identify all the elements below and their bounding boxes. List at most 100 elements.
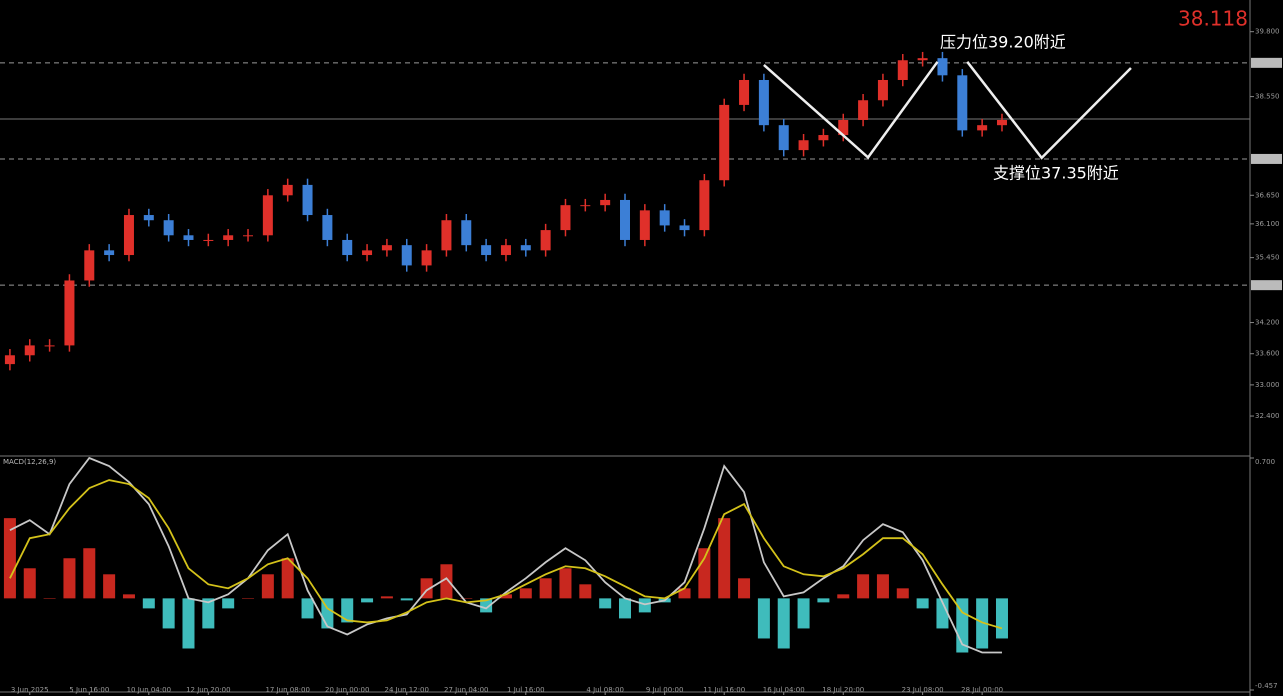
candle-body [500, 245, 511, 256]
macd-bar [876, 574, 889, 599]
candle-body [679, 225, 690, 231]
x-tick-label: 10 Jun 04:00 [127, 686, 171, 694]
macd-bar [539, 578, 552, 599]
level-annotation: 压力位39.20附近 [940, 32, 1066, 51]
macd-bar [995, 598, 1008, 639]
macd-bar [896, 588, 909, 599]
candle-body [639, 210, 650, 240]
x-tick-label: 24 Jun 12:00 [385, 686, 429, 694]
y-tick-label: -0.457 [1255, 682, 1278, 690]
y-tick-label: 33.600 [1255, 350, 1280, 358]
macd-bar [519, 588, 532, 599]
candle-body [977, 125, 988, 131]
macd-bar [757, 598, 770, 639]
macd-bar [817, 598, 830, 603]
candle-body [838, 119, 849, 136]
level-tag [1251, 153, 1282, 164]
x-tick-label: 11 Jul 16:00 [703, 686, 745, 694]
macd-bar [777, 598, 790, 649]
level-tag [1251, 57, 1282, 68]
candle-body [24, 345, 35, 356]
x-tick-label: 3 Jun 2025 [11, 686, 49, 694]
candle-body [540, 230, 551, 251]
macd-bar [797, 598, 810, 629]
candle-body [381, 245, 392, 251]
candle-body [818, 135, 829, 141]
macd-bar [599, 598, 612, 609]
macd-bar [242, 598, 255, 599]
macd-bar [380, 596, 393, 599]
macd-bar [202, 598, 215, 629]
x-tick-label: 20 Jun 00:00 [325, 686, 369, 694]
macd-title: MACD(12,26,9) [3, 458, 56, 466]
macd-bar [182, 598, 195, 649]
x-tick-label: 23 Jul 08:00 [902, 686, 944, 694]
x-tick-label: 28 Jul 00:00 [961, 686, 1003, 694]
macd-bar [162, 598, 175, 629]
macd-bar [23, 568, 36, 599]
candle-body [659, 210, 670, 226]
macd-bar [579, 584, 592, 599]
candle-body [302, 184, 313, 216]
macd-bar [837, 594, 850, 599]
y-tick-label: 38.550 [1255, 93, 1280, 101]
candle-body [937, 58, 948, 76]
macd-bar [341, 598, 354, 623]
macd-bar [718, 518, 731, 599]
macd-bar [440, 564, 453, 599]
candle-body [104, 250, 115, 256]
macd-bar [916, 598, 929, 609]
candle-body [877, 79, 888, 101]
candle-body [64, 280, 75, 346]
macd-bar [857, 574, 870, 599]
candle-body [957, 75, 968, 131]
macd-bar [222, 598, 235, 609]
candle-body [580, 205, 591, 207]
macd-bar [261, 574, 274, 599]
macd-bar [460, 598, 473, 599]
macd-bar [301, 598, 314, 619]
x-tick-label: 12 Jun 20:00 [186, 686, 230, 694]
macd-bar [559, 568, 572, 599]
x-tick-label: 5 Jun 16:00 [69, 686, 109, 694]
macd-bar [83, 548, 96, 599]
y-tick-label: 36.650 [1255, 191, 1280, 199]
x-tick-label: 4 Jul 08:00 [586, 686, 624, 694]
level-annotation: 支撑位37.35附近 [993, 163, 1119, 182]
macd-bar [43, 598, 56, 599]
candle-body [758, 79, 769, 126]
y-tick-label: 35.450 [1255, 254, 1280, 262]
candle-body [84, 250, 95, 281]
x-tick-label: 1 Jul 16:00 [507, 686, 545, 694]
candle-body [183, 235, 194, 240]
y-tick-label: 34.200 [1255, 319, 1280, 327]
candle-body [858, 100, 869, 120]
x-tick-label: 17 Jun 08:00 [265, 686, 309, 694]
macd-bar [698, 548, 711, 599]
candle-body [897, 60, 908, 80]
macd-bar [638, 598, 651, 613]
macd-bar [976, 598, 989, 649]
candle-body [996, 119, 1007, 126]
candle-body [223, 235, 234, 240]
last-price-label: 38.118 [1178, 7, 1248, 31]
candle-body [778, 125, 789, 151]
candle-body [520, 245, 531, 251]
candle-body [421, 250, 432, 266]
candle-body [4, 355, 15, 365]
candle-body [342, 239, 353, 256]
macd-bar [63, 558, 76, 599]
candle-body [243, 235, 254, 237]
candle-body [699, 180, 710, 231]
x-tick-label: 9 Jul 00:00 [646, 686, 684, 694]
macd-bar [281, 558, 294, 599]
macd-bar [619, 598, 631, 619]
macd-bar [738, 578, 751, 599]
candle-body [600, 199, 611, 206]
macd-bar [400, 598, 413, 601]
macd-bar [3, 518, 16, 599]
macd-bar [936, 598, 949, 629]
y-tick-label: 0.700 [1255, 458, 1275, 466]
candle-body [163, 220, 174, 236]
